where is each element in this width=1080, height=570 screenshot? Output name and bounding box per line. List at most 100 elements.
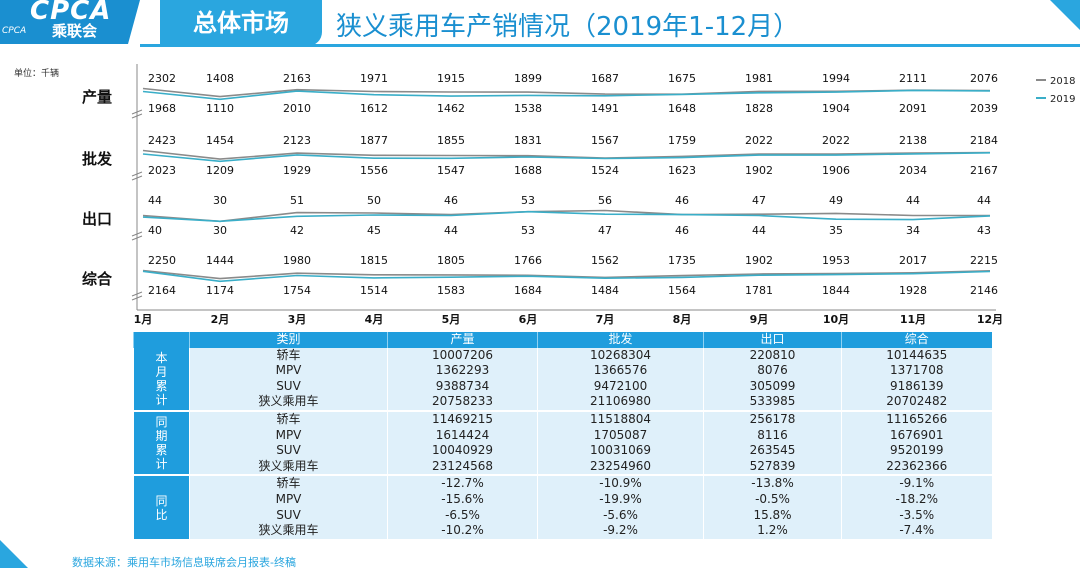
axis-break-mark: [131, 291, 143, 301]
table-row: MPV 1362293 1366576 8076 1371708: [134, 363, 992, 379]
data-label: 46: [675, 224, 689, 237]
logo-mini-text: CPCA: [2, 26, 27, 36]
data-label: 1844: [822, 284, 850, 297]
table-cell: 527839: [703, 458, 842, 476]
x-tick-label: 9月: [750, 313, 769, 326]
x-tick-label: 7月: [596, 313, 615, 326]
table-cell: -18.2%: [841, 491, 992, 508]
table-row: SUV 9388734 9472100 305099 9186139: [134, 378, 992, 395]
data-label: 1904: [822, 102, 850, 115]
data-label: 1556: [360, 164, 388, 177]
data-label: 44: [906, 194, 920, 207]
table-cell: 20758233: [387, 394, 538, 411]
data-label: 46: [675, 194, 689, 207]
row-category: 狭义乘用车: [189, 458, 388, 476]
series-line-2018: [142, 209, 990, 223]
table-cell: 20702482: [841, 394, 992, 411]
data-label: 2022: [745, 134, 773, 147]
x-tick-label: 2月: [211, 313, 230, 326]
logo-text: CPCA: [30, 0, 112, 26]
row-category: SUV: [189, 378, 388, 395]
data-label: 1688: [514, 164, 542, 177]
table-cell: -19.9%: [537, 491, 704, 508]
corner-decoration-icon: [1050, 0, 1080, 30]
data-source-note: 数据来源：乘用车市场信息联席会月报表-终稿: [72, 556, 296, 569]
row-category: 轿车: [189, 474, 388, 492]
panel-label: 批发: [82, 150, 113, 168]
table-cell: 9388734: [387, 378, 538, 395]
data-label: 53: [521, 224, 535, 237]
data-label: 30: [213, 224, 227, 237]
table-cell: 10144635: [841, 347, 992, 364]
table-cell: 8076: [703, 363, 842, 379]
data-label: 34: [906, 224, 920, 237]
data-label: 46: [444, 194, 458, 207]
table-cell: 220810: [703, 347, 842, 364]
data-label: 2302: [148, 72, 176, 85]
table-row: SUV -6.5% -5.6% 15.8% -3.5%: [134, 507, 992, 524]
table-row: 同比 轿车 -12.7% -10.9% -13.8% -9.1%: [133, 474, 992, 539]
data-label: 1514: [360, 284, 388, 297]
data-label: 2022: [822, 134, 850, 147]
data-label: 1564: [668, 284, 696, 297]
data-label: 50: [367, 194, 381, 207]
table-cell: 1676901: [841, 427, 992, 444]
axis-break-mark: [131, 171, 143, 181]
data-label: 2034: [899, 164, 927, 177]
row-category: MPV: [189, 491, 388, 508]
data-label: 2039: [970, 102, 998, 115]
group-label: 同期累计: [133, 409, 190, 476]
table-cell: 9520199: [841, 443, 992, 459]
data-label: 2215: [970, 254, 998, 267]
data-label: 53: [521, 194, 535, 207]
panel-label: 出口: [82, 210, 112, 228]
data-label: 1928: [899, 284, 927, 297]
data-label: 1562: [591, 254, 619, 267]
x-tick-label: 5月: [442, 313, 461, 326]
series-line-2018: [142, 269, 991, 280]
row-category: SUV: [189, 443, 388, 459]
table-cell: -7.4%: [841, 523, 992, 539]
series-line-2018: [142, 149, 991, 160]
table-cell: 8116: [703, 427, 842, 444]
table-row: MPV 1614424 1705087 8116 1676901: [134, 427, 992, 444]
data-label: 43: [977, 224, 991, 237]
table-cell: 1362293: [387, 363, 538, 379]
data-label: 44: [148, 194, 162, 207]
corner-decoration-icon: [0, 540, 28, 568]
legend-entry: 2019: [1050, 94, 1075, 105]
axis-break-mark: [131, 231, 143, 241]
data-label: 1454: [206, 134, 234, 147]
data-label: 1687: [591, 72, 619, 85]
table-cell: 1614424: [387, 427, 538, 444]
data-label: 1980: [283, 254, 311, 267]
table-cell: -5.6%: [537, 507, 704, 524]
data-label: 1524: [591, 164, 619, 177]
table-cell: 23254960: [537, 458, 704, 476]
series-line-2019: [142, 89, 991, 101]
data-label: 2076: [970, 72, 998, 85]
table-cell: 11518804: [537, 409, 704, 428]
data-label: 1855: [437, 134, 465, 147]
data-label: 2123: [283, 134, 311, 147]
unit-label: 单位：千辆: [14, 67, 59, 79]
data-label: 2164: [148, 284, 176, 297]
data-label: 1766: [514, 254, 542, 267]
data-label: 1444: [206, 254, 234, 267]
data-label: 2111: [899, 72, 927, 85]
data-label: 1567: [591, 134, 619, 147]
table-cell: 21106980: [537, 394, 704, 411]
data-label: 1902: [745, 164, 773, 177]
series-line-2019: [142, 152, 991, 163]
data-label: 56: [598, 194, 612, 207]
table-cell: 263545: [703, 443, 842, 459]
table-cell: 10007206: [387, 347, 538, 364]
x-tick-label: 11月: [900, 313, 926, 326]
legend-entry: 2018: [1050, 76, 1075, 87]
table-cell: 11165266: [841, 409, 992, 428]
data-label: 47: [752, 194, 766, 207]
table-corner: [133, 332, 190, 348]
data-label: 44: [752, 224, 766, 237]
data-label: 2250: [148, 254, 176, 267]
column-header: 出口: [703, 332, 842, 348]
